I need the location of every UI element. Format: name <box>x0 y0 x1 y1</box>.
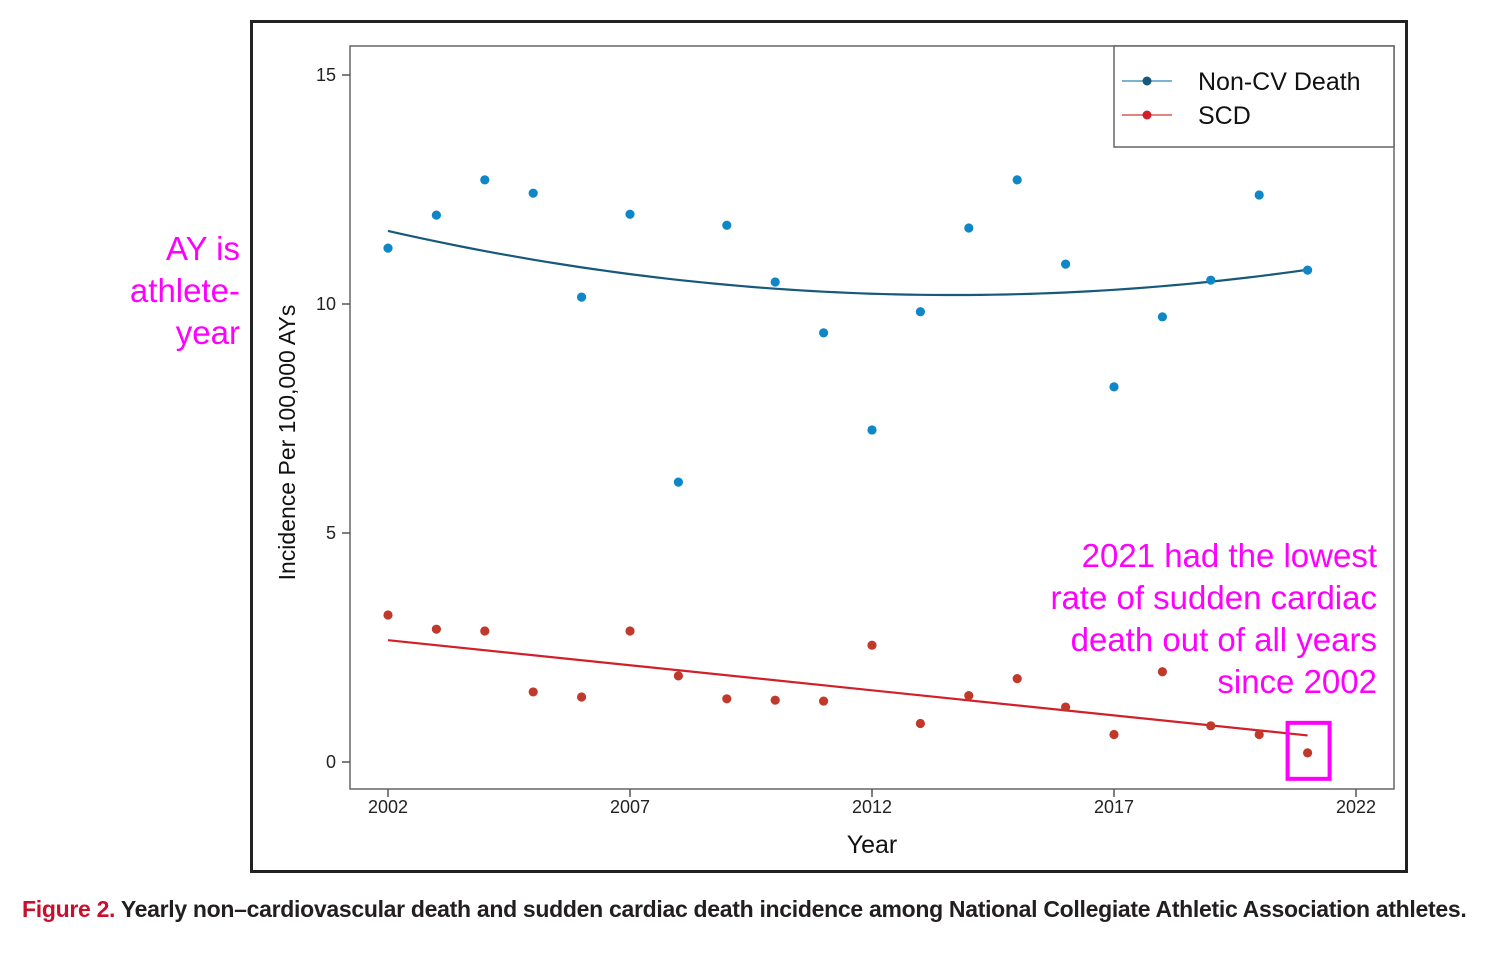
trend-line-scd <box>387 639 1308 737</box>
data-point-non-cv-death <box>770 277 780 287</box>
data-point-non-cv-death <box>1303 265 1313 275</box>
y-tick-label: 15 <box>316 65 336 85</box>
data-point-scd <box>431 624 441 634</box>
data-point-scd <box>1303 748 1313 758</box>
data-point-non-cv-death <box>867 425 877 435</box>
data-point-non-cv-death <box>1061 259 1071 269</box>
plot-area <box>349 45 1395 790</box>
figure-caption: Figure 2. Yearly non–cardiovascular deat… <box>22 893 1482 925</box>
data-point-scd <box>819 696 829 706</box>
data-point-scd <box>577 692 587 702</box>
legend-box <box>1113 45 1395 148</box>
data-point-non-cv-death <box>964 223 974 233</box>
data-point-non-cv-death <box>577 292 587 302</box>
data-point-non-cv-death <box>528 188 538 198</box>
caption-text: Yearly non–cardiovascular death and sudd… <box>115 896 1467 922</box>
data-point-non-cv-death <box>1157 312 1167 322</box>
highlight-box-2021 <box>1285 720 1332 781</box>
annotation-line: 2021 had the lowest <box>1081 537 1377 574</box>
data-point-scd <box>1254 729 1264 740</box>
data-point-scd <box>1206 721 1216 731</box>
y-tick-label: 0 <box>326 752 336 772</box>
annotation-line: athlete- <box>129 272 240 309</box>
annotation-line: AY is <box>166 230 240 267</box>
annotation-lowest-scd: 2021 had the lowest rate of sudden cardia… <box>957 535 1377 703</box>
data-point-scd <box>1012 674 1022 684</box>
data-point-scd <box>770 695 780 705</box>
x-tick-label: 2002 <box>368 797 408 817</box>
data-point-non-cv-death <box>480 175 490 185</box>
data-point-scd <box>383 610 393 620</box>
figure-frame <box>250 20 1408 873</box>
x-tick-label: 2017 <box>1094 797 1134 817</box>
annotation-line: death out of all years <box>1070 621 1377 658</box>
figure-label: Figure 2. <box>22 896 116 922</box>
y-tick-label: 10 <box>316 294 336 314</box>
legend-marker-scd <box>1142 110 1152 120</box>
data-point-scd <box>673 671 684 681</box>
data-point-non-cv-death <box>1206 275 1216 285</box>
data-point-non-cv-death <box>915 307 926 317</box>
y-axis-label: Incidence Per 100,000 AYs <box>274 305 300 581</box>
data-point-scd <box>480 626 490 636</box>
data-point-scd <box>1157 667 1167 677</box>
x-tick-label: 2007 <box>610 797 650 817</box>
x-axis-label: Year <box>847 831 898 859</box>
data-point-non-cv-death <box>431 210 441 220</box>
data-point-non-cv-death <box>722 220 732 230</box>
data-point-scd <box>915 718 926 729</box>
data-point-scd <box>1061 702 1071 712</box>
data-point-non-cv-death <box>673 477 684 487</box>
data-point-scd <box>867 640 877 650</box>
legend: Non-CV Death SCD <box>1113 45 1395 148</box>
data-point-non-cv-death <box>1254 190 1264 200</box>
data-point-scd <box>625 626 635 636</box>
legend-label-non-cv-death: Non-CV Death <box>1198 68 1361 96</box>
x-tick-label: 2022 <box>1336 797 1376 817</box>
data-point-non-cv-death <box>383 243 393 253</box>
data-point-non-cv-death <box>1109 382 1119 392</box>
data-point-non-cv-death <box>819 328 829 338</box>
x-tick-label: 2012 <box>852 797 892 817</box>
data-point-non-cv-death <box>1012 175 1022 185</box>
y-tick-label: 5 <box>326 523 336 543</box>
annotation-athlete-year: AY is athlete-year <box>80 228 240 354</box>
data-point-scd <box>528 687 538 697</box>
data-point-scd <box>722 694 732 704</box>
annotation-line: rate of sudden cardiac <box>1050 579 1377 616</box>
data-point-scd <box>964 690 974 701</box>
legend-marker-non-cv-death <box>1142 76 1152 86</box>
trend-line-non-cv-death <box>387 229 1308 297</box>
annotation-line: year <box>175 314 240 351</box>
annotation-line: since 2002 <box>1217 663 1377 700</box>
legend-label-scd: SCD <box>1198 102 1251 130</box>
data-point-scd <box>1109 729 1119 740</box>
data-point-non-cv-death <box>625 209 635 219</box>
